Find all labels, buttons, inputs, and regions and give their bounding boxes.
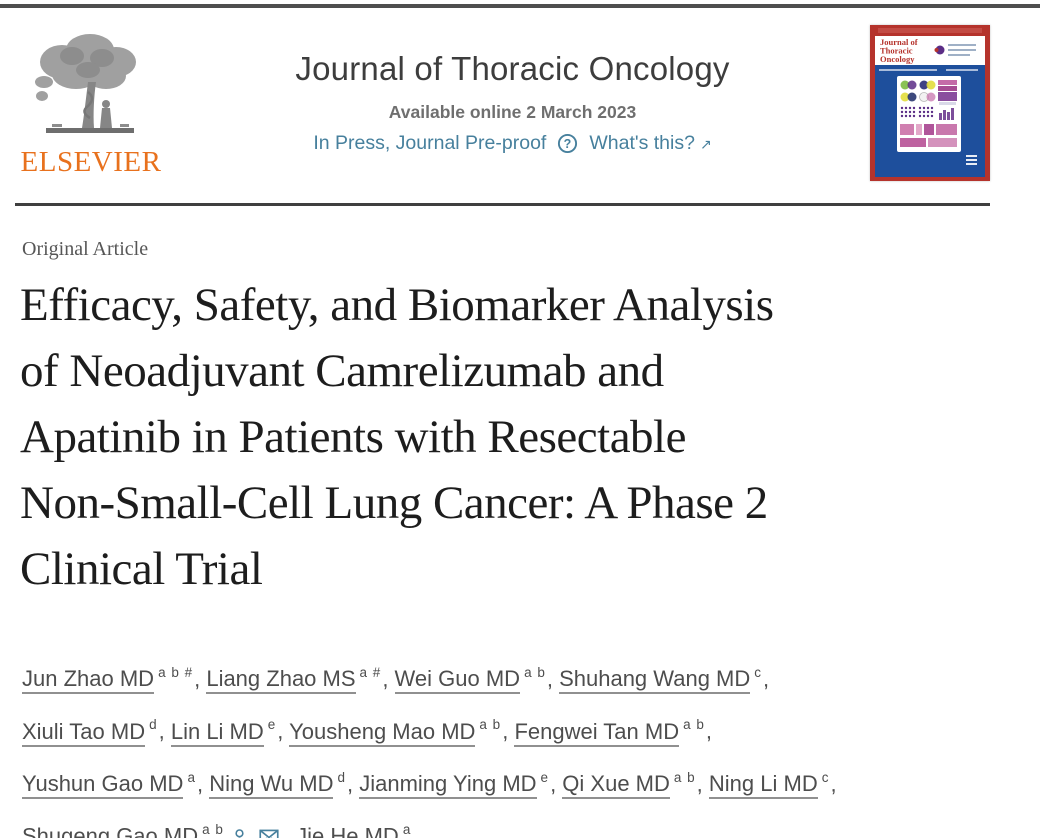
author-link[interactable]: Ning Wu MD [209, 770, 334, 799]
author-affiliation-superscript: e [267, 717, 277, 733]
journal-cover-thumbnail[interactable]: Journal of Thoracic Oncology [870, 25, 990, 181]
person-icon[interactable] [230, 827, 249, 838]
author-affiliation-superscript: a b [673, 769, 696, 785]
author-link[interactable]: Shuhang Wang MD [559, 666, 751, 695]
top-divider [0, 4, 1040, 8]
author-separator: , [194, 666, 207, 692]
author-affiliation-superscript: d [149, 717, 158, 733]
journal-header: Journal of Thoracic Oncology Available o… [235, 50, 790, 155]
article-category: Original Article [22, 238, 149, 260]
author-affiliation-superscript: a b [524, 665, 546, 680]
elsevier-wordmark: ELSEVIER [20, 146, 162, 178]
author-list: Jun Zhao MD a b #, Liang Zhao MS a #, Wei … [22, 650, 1027, 838]
author-affiliation-superscript: a b [479, 717, 502, 733]
author-affiliation-superscript: a b [202, 821, 224, 837]
author-link[interactable]: Xiuli Tao MD [22, 718, 146, 747]
author-separator: , [277, 718, 290, 744]
author-link[interactable]: Wei Guo MD [394, 666, 521, 695]
whats-this-link[interactable]: What's this? ↗ [589, 132, 711, 155]
author-link[interactable]: Lin Li MD [170, 718, 264, 747]
author-link[interactable]: Yousheng Mao MD [289, 718, 476, 747]
author-separator: , [763, 666, 770, 692]
author-separator: , [382, 666, 395, 692]
author-affiliation-superscript: a b # [158, 665, 194, 680]
article-title: Efficacy, Safety, and Biomarker Analysis… [20, 279, 774, 595]
author-separator: , [550, 770, 563, 796]
section-divider [15, 203, 990, 206]
author-link[interactable]: Ning Li MD [708, 770, 818, 799]
author-link[interactable]: Jianming Ying MD [359, 770, 537, 799]
author-separator: , [158, 718, 171, 744]
author-affiliation-superscript: d [337, 769, 346, 785]
available-online-date: Available online 2 March 2023 [388, 102, 637, 122]
author-name: Shugeng Gao MD [22, 823, 199, 838]
author-separator: , [696, 770, 709, 796]
author-separator: , [283, 823, 297, 838]
in-press-link[interactable]: In Press, Journal Pre-proof [313, 132, 547, 154]
author-link[interactable]: Fengwei Tan MD [514, 718, 680, 747]
author-link[interactable]: Qi Xue MD [562, 770, 670, 799]
author-affiliation-superscript: e [540, 769, 550, 785]
cover-title-line-1: Journal of [880, 37, 918, 47]
author-separator: , [347, 770, 360, 796]
author-separator: , [196, 770, 210, 796]
whats-this-label: What's this? [589, 132, 695, 154]
author-affiliation-superscript: a b [683, 717, 705, 733]
author-separator: , [705, 718, 713, 744]
author-separator: , [830, 770, 837, 796]
cover-title-line-2: Thoracic [880, 46, 913, 56]
author-affiliation-superscript: a [187, 769, 196, 785]
elsevier-tree-icon [35, 34, 136, 133]
question-circle-icon[interactable]: ? [557, 133, 578, 154]
journal-title-link[interactable]: Journal of Thoracic Oncology [295, 50, 730, 87]
author-name: Jie He MD [296, 823, 399, 838]
external-link-icon: ↗ [699, 136, 712, 152]
author-affiliation-superscript: a # [359, 665, 382, 680]
author-separator: , [502, 718, 515, 744]
svg-text:?: ? [564, 137, 572, 151]
author-separator: , [546, 666, 560, 692]
author-link[interactable]: Yushun Gao MD [22, 770, 184, 799]
author-affiliation-superscript: c [821, 769, 830, 785]
publication-status-row: In Press, Journal Pre-proof ? What's thi… [235, 132, 790, 155]
elsevier-logo[interactable]: ELSEVIER [16, 26, 166, 179]
author-affiliation-superscript: c [754, 665, 763, 680]
author-link[interactable]: Jun Zhao MD [22, 666, 155, 695]
cover-title-line-3: Oncology [880, 54, 915, 64]
author-affiliation-superscript: a [402, 821, 412, 837]
author-link[interactable]: Liang Zhao MS [206, 666, 356, 695]
envelope-icon[interactable] [259, 829, 279, 838]
